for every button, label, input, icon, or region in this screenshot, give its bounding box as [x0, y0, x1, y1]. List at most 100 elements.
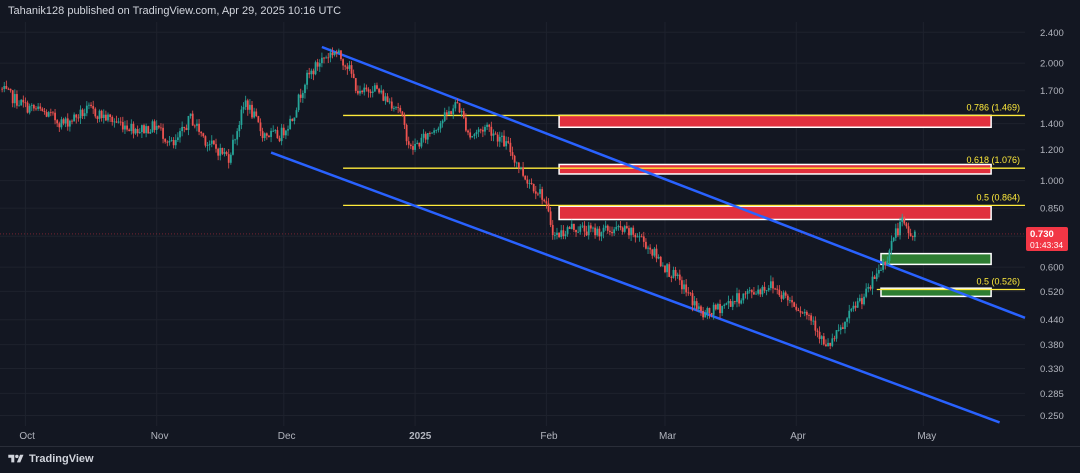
candle-body: [342, 59, 344, 66]
candle-body: [179, 131, 181, 138]
y-tick-label: 1.700: [1040, 86, 1064, 97]
candle-body: [295, 110, 298, 118]
candle-body: [100, 110, 103, 118]
candle-body: [517, 162, 520, 169]
candle-body: [905, 223, 908, 227]
y-tick-label: 0.440: [1040, 315, 1064, 326]
candle-body: [399, 107, 402, 112]
candle-body: [35, 108, 37, 110]
candle-body: [255, 111, 258, 117]
candle-body: [526, 179, 529, 184]
candle-body: [306, 72, 308, 85]
candle-body: [901, 217, 904, 222]
candle-body: [346, 66, 349, 69]
candle-body: [77, 117, 80, 119]
candle-body: [454, 102, 457, 109]
candle-body: [193, 125, 196, 127]
candle-body: [469, 132, 472, 138]
candle-body: [602, 227, 605, 233]
candle-body: [875, 273, 878, 279]
candle-body: [236, 131, 239, 140]
candle-body: [913, 231, 916, 238]
candle-body: [723, 304, 726, 306]
candle-body: [329, 52, 332, 58]
y-tick-label: 0.285: [1040, 389, 1064, 400]
candle-body: [678, 274, 681, 281]
candle-body: [873, 276, 876, 279]
candle-body: [9, 88, 12, 91]
candle-body: [312, 70, 315, 75]
candle-body: [337, 50, 340, 54]
candle-body: [687, 292, 690, 294]
candle-body: [128, 129, 131, 132]
candle-body: [369, 91, 372, 93]
candle-body: [630, 227, 632, 236]
candle-body: [229, 154, 232, 163]
candle-body: [462, 111, 465, 118]
y-tick-label: 0.250: [1040, 411, 1064, 422]
candle-body: [56, 120, 59, 124]
candle-body: [96, 116, 99, 119]
candle-body: [424, 133, 427, 140]
candle-body: [196, 123, 198, 126]
candle-body: [79, 109, 82, 119]
candle-body: [863, 296, 865, 305]
candle-body: [585, 231, 588, 236]
candle-body: [200, 131, 203, 134]
candle-body: [869, 287, 872, 289]
y-tick-label: 1.400: [1040, 119, 1064, 130]
candle-body: [134, 129, 137, 134]
candle-body: [20, 99, 23, 106]
x-tick-label: May: [917, 431, 936, 442]
candle-body: [90, 104, 92, 107]
y-axis: 2.4002.0001.7001.4001.2001.0000.8500.720…: [1040, 28, 1064, 422]
x-tick-label: Mar: [659, 431, 677, 442]
candle-body: [378, 88, 380, 93]
candle-body: [805, 311, 808, 316]
candle-body: [401, 111, 404, 116]
candle-body: [217, 148, 220, 156]
candle-body: [350, 65, 353, 74]
candle-body: [543, 199, 546, 202]
candle-body: [778, 289, 781, 296]
candle-body: [176, 137, 179, 141]
support-zone: [880, 287, 992, 298]
price-chart[interactable]: 0.786 (1.469) 0.618 (1.076) 0.5 (0.864) 0.5…: [0, 0, 1080, 446]
candle-body: [513, 155, 516, 163]
candle-body: [126, 125, 128, 130]
candles: [1, 47, 916, 350]
candle-body: [628, 228, 630, 236]
candle-body: [26, 102, 29, 113]
candle-body: [808, 315, 810, 316]
candle-body: [113, 121, 116, 123]
candle-body: [321, 57, 323, 64]
footer-bar: TradingView: [0, 446, 1080, 473]
candle-body: [736, 293, 738, 302]
candle-body: [598, 228, 601, 237]
candle-body: [155, 125, 158, 130]
candle-body: [456, 102, 459, 104]
candle-body: [689, 292, 692, 294]
candle-body: [801, 312, 804, 314]
candle-body: [587, 225, 590, 236]
candle-body: [60, 119, 63, 128]
candle-body: [611, 231, 613, 234]
candle-body: [725, 303, 728, 305]
candle-body: [460, 111, 463, 113]
candle-body: [509, 142, 512, 153]
candle-body: [183, 126, 186, 129]
candle-body: [835, 330, 838, 339]
candle-body: [280, 127, 283, 142]
candle-body: [503, 135, 505, 147]
candle-body: [541, 189, 544, 200]
candle-body: [43, 111, 46, 113]
candle-body: [431, 132, 433, 134]
candle-body: [164, 138, 167, 142]
tradingview-logo[interactable]: TradingView: [8, 453, 94, 465]
y-tick-label: 0.850: [1040, 204, 1064, 215]
candle-body: [318, 63, 321, 67]
candle-body: [66, 118, 69, 127]
candle-body: [613, 229, 616, 234]
candle-body: [814, 320, 817, 331]
